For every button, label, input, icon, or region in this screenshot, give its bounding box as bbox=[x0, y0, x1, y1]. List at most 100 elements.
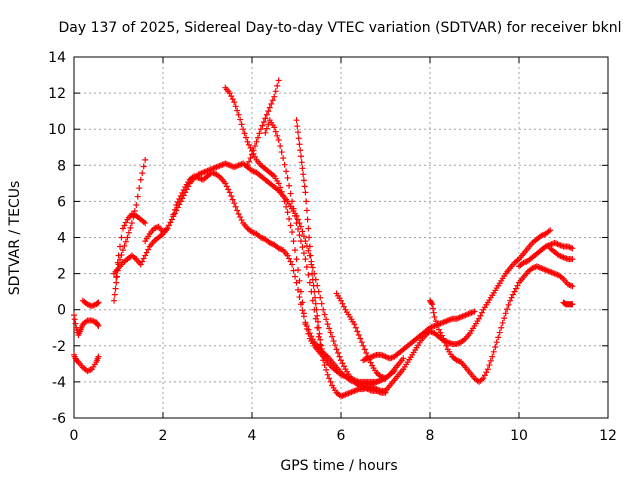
data-point bbox=[115, 252, 122, 259]
data-point bbox=[315, 324, 322, 331]
data-point bbox=[168, 216, 175, 223]
data-point bbox=[243, 134, 250, 141]
data-point bbox=[300, 310, 307, 317]
data-point bbox=[309, 276, 316, 283]
data-point bbox=[137, 176, 144, 183]
data-point bbox=[323, 316, 330, 323]
data-point bbox=[174, 199, 181, 206]
data-point bbox=[493, 339, 500, 346]
data-point bbox=[309, 264, 316, 271]
data-point bbox=[296, 277, 303, 284]
data-point bbox=[502, 310, 509, 317]
data-point bbox=[287, 258, 294, 265]
data-point bbox=[297, 238, 304, 245]
data-point bbox=[330, 337, 337, 344]
data-point bbox=[360, 342, 367, 349]
data-point bbox=[484, 366, 491, 373]
x-tick-label: 4 bbox=[248, 428, 257, 444]
data-point bbox=[315, 318, 322, 325]
data-point bbox=[569, 245, 576, 252]
data-point bbox=[382, 375, 389, 382]
data-point bbox=[229, 196, 236, 203]
data-point bbox=[284, 174, 291, 181]
data-point bbox=[250, 147, 257, 154]
data-point bbox=[294, 123, 301, 130]
data-point bbox=[483, 369, 490, 376]
data-point bbox=[237, 116, 244, 123]
data-point bbox=[262, 129, 269, 136]
data-point bbox=[547, 227, 554, 234]
series-track-m bbox=[360, 308, 478, 364]
data-point bbox=[237, 214, 244, 221]
data-point bbox=[259, 122, 266, 129]
data-point bbox=[294, 226, 301, 233]
data-point bbox=[329, 333, 336, 340]
data-point bbox=[292, 247, 299, 254]
data-point bbox=[429, 305, 436, 312]
data-point bbox=[247, 155, 254, 162]
data-point bbox=[114, 259, 121, 266]
y-tick-label: -4 bbox=[52, 375, 66, 391]
y-tick-label: -2 bbox=[52, 339, 66, 355]
data-point bbox=[320, 306, 327, 313]
data-point bbox=[268, 100, 275, 107]
data-point bbox=[317, 342, 324, 349]
data-point bbox=[317, 336, 324, 343]
data-point bbox=[321, 311, 328, 318]
data-point bbox=[140, 163, 147, 170]
data-point bbox=[232, 103, 239, 110]
data-point bbox=[137, 261, 144, 268]
data-point bbox=[437, 329, 444, 336]
data-point bbox=[116, 243, 123, 250]
data-point bbox=[95, 353, 102, 360]
data-point bbox=[235, 211, 242, 218]
data-point bbox=[293, 117, 300, 124]
data-point bbox=[142, 220, 149, 227]
data-point bbox=[303, 263, 310, 270]
x-tick-label: 2 bbox=[159, 428, 168, 444]
data-point bbox=[294, 129, 301, 136]
y-tick-label: 2 bbox=[57, 267, 66, 283]
x-tick-label: 10 bbox=[510, 428, 528, 444]
data-point bbox=[113, 274, 120, 281]
data-point bbox=[312, 294, 319, 301]
data-point bbox=[118, 234, 125, 241]
data-point bbox=[232, 203, 239, 210]
data-point bbox=[173, 202, 180, 209]
data-point bbox=[441, 339, 448, 346]
data-point bbox=[136, 185, 143, 192]
data-point bbox=[327, 329, 334, 336]
data-point bbox=[505, 301, 512, 308]
data-point bbox=[492, 344, 499, 351]
data-point bbox=[471, 308, 478, 315]
data-point bbox=[240, 126, 247, 133]
data-point bbox=[94, 321, 101, 328]
data-point bbox=[71, 312, 77, 319]
data-point bbox=[320, 357, 327, 364]
data-point bbox=[513, 285, 520, 292]
data-point bbox=[313, 306, 320, 313]
data-point bbox=[125, 229, 132, 236]
series-track-h bbox=[222, 84, 398, 385]
data-point bbox=[238, 121, 245, 128]
data-point bbox=[167, 219, 174, 226]
series-track-c bbox=[79, 297, 102, 310]
data-point bbox=[241, 130, 248, 137]
data-point bbox=[501, 315, 508, 322]
data-point bbox=[289, 198, 296, 205]
data-point bbox=[284, 209, 291, 216]
data-point bbox=[361, 346, 368, 353]
data-point bbox=[297, 147, 304, 154]
data-point bbox=[504, 306, 511, 313]
data-point bbox=[256, 130, 263, 137]
data-point bbox=[431, 313, 438, 320]
data-point bbox=[121, 222, 128, 229]
data-point bbox=[127, 224, 134, 231]
data-point bbox=[302, 321, 309, 328]
data-point bbox=[352, 324, 359, 331]
data-point bbox=[113, 279, 120, 286]
data-point bbox=[487, 357, 494, 364]
data-point bbox=[309, 297, 316, 304]
data-point bbox=[305, 271, 312, 278]
